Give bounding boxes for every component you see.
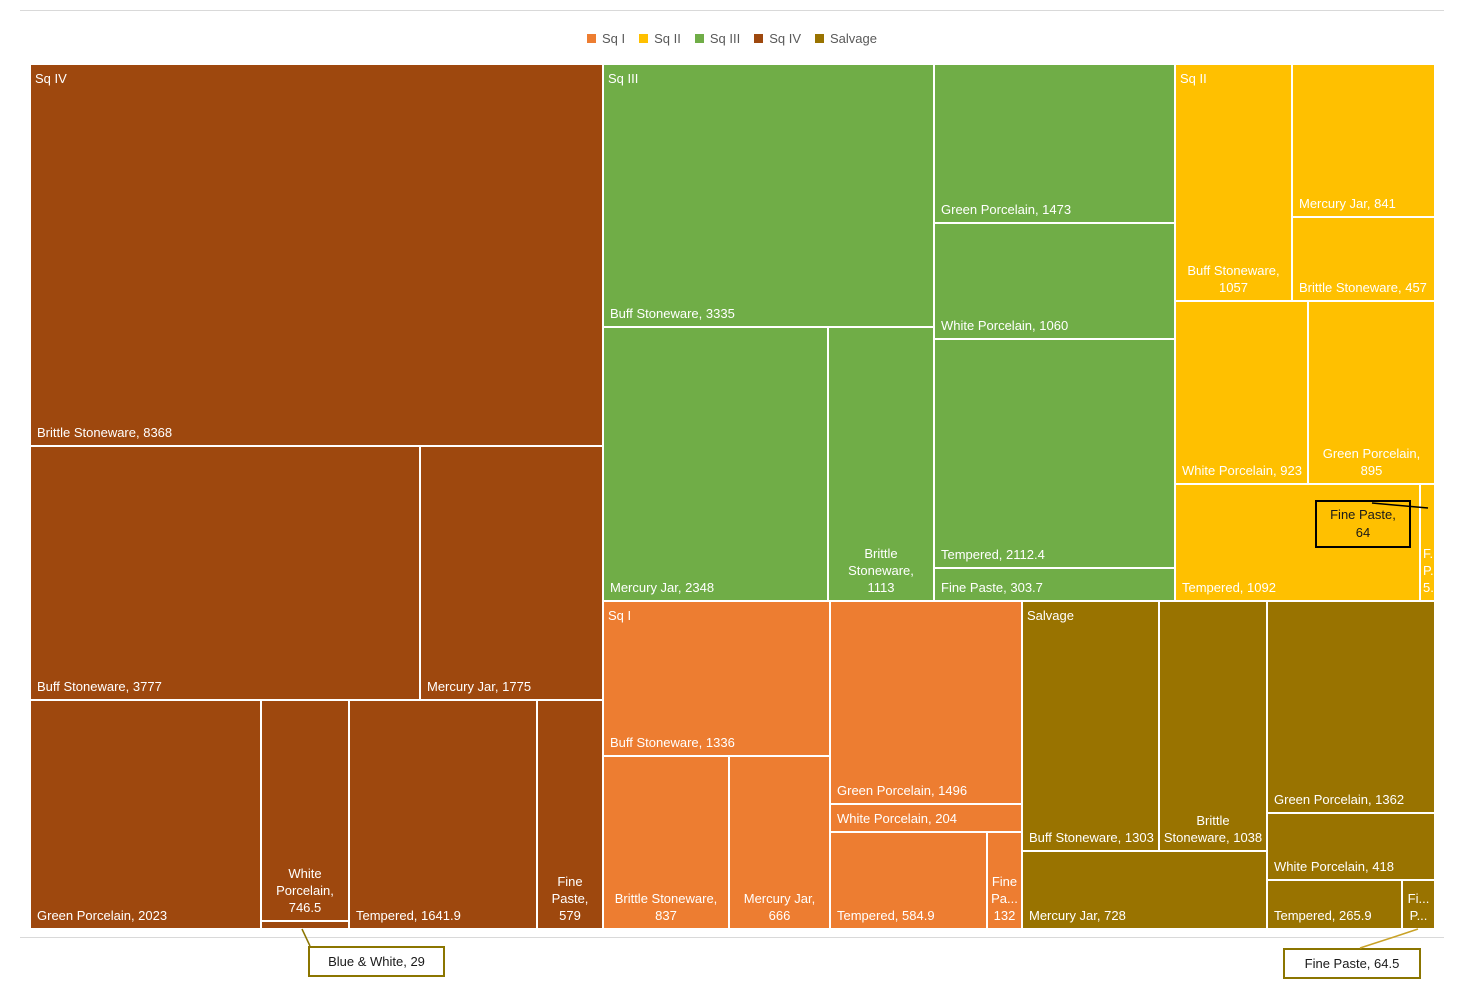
data-label: Brittle Stoneware, 457 (1299, 280, 1427, 295)
treemap-cell-sq-iv-blue-and-white[interactable] (261, 921, 349, 929)
data-label: White Porcelain, 418 (1274, 859, 1394, 874)
data-label: Fine Paste, 303.7 (941, 580, 1043, 595)
data-label: Brittle Stoneware, 837 (614, 891, 718, 923)
treemap-cell-sq-ii-tempered[interactable]: Tempered, 1092 (1175, 484, 1420, 601)
data-label: Mercury Jar, 841 (1299, 196, 1396, 211)
treemap-cell-sq-iv-green-porcelain[interactable]: Green Porcelain, 2023 (30, 700, 261, 929)
treemap-cell-sq-iv-mercury-jar[interactable]: Mercury Jar, 1775 (420, 446, 603, 700)
treemap-cell-sq-iii-fine-paste[interactable]: Fine Paste, 303.7 (934, 568, 1175, 601)
treemap-cell-sq-iii-white-porcelain[interactable]: White Porcelain, 1060 (934, 223, 1175, 339)
treemap-cell-sq-iv-brittle-stoneware[interactable]: Brittle Stoneware, 8368 (30, 64, 603, 446)
treemap-cell-sq-iii-mercury-jar[interactable]: Mercury Jar, 2348 (603, 327, 828, 601)
treemap-cell-sq-ii-brittle-stoneware[interactable]: Brittle Stoneware, 457 (1292, 217, 1435, 301)
legend-label: Sq II (654, 30, 681, 46)
legend-swatch (754, 33, 764, 43)
data-label: Buff Stoneware, 1057 (1187, 263, 1280, 295)
data-label: Mercury Jar, 2348 (610, 580, 715, 595)
legend-swatch (586, 33, 596, 43)
legend-item-sq-ii[interactable]: Sq II (639, 31, 681, 46)
treemap-cell-sq-i-green-porcelain[interactable]: Green Porcelain, 1496 (830, 601, 1022, 804)
legend-label: Salvage (830, 30, 877, 46)
data-label: Brittle Stoneware, 8368 (37, 425, 173, 440)
treemap-cell-sq-i-white-porcelain[interactable]: White Porcelain, 204 (830, 804, 1022, 832)
treemap-cell-sq-i-brittle-stoneware[interactable]: Brittle Stoneware, 837 (603, 756, 729, 929)
data-label: Brittle Stoneware, 1038 (1163, 813, 1263, 845)
treemap-cell-sq-i-mercury-jar[interactable]: Mercury Jar, 666 (729, 756, 830, 929)
data-label: Tempered, 1092 (1182, 580, 1276, 595)
data-label: Green Porcelain, 1496 (837, 783, 968, 798)
treemap-cell-salvage-tempered[interactable]: Tempered, 265.9 (1267, 880, 1402, 929)
treemap-cell-sq-iii-green-porcelain[interactable]: Green Porcelain, 1473 (934, 64, 1175, 223)
legend-item-sq-iii[interactable]: Sq III (694, 30, 741, 46)
treemap-cell-sq-iv-tempered[interactable]: Tempered, 1641.9 (349, 700, 537, 929)
legend-swatch (639, 33, 649, 43)
treemap-cell-sq-iii-tempered[interactable]: Tempered, 2112.4 (934, 339, 1175, 568)
callout-fine-paste-64-5: Fine Paste, 64.5 (1283, 948, 1421, 979)
data-label: Buff Stoneware, 3335 (610, 306, 735, 321)
treemap-cell-sq-i-fine-paste[interactable]: Fine Pa... 132 (987, 832, 1022, 929)
data-label: White Porcelain, 1060 (941, 318, 1069, 333)
data-label: Green Porcelain, 2023 (37, 908, 168, 923)
treemap-cell-sq-ii-f-p-5[interactable]: F...P...5... (1420, 484, 1435, 601)
legend-swatch (694, 33, 704, 43)
callout-text: Fine Paste, 64.5 (1304, 956, 1400, 971)
treemap-cell-sq-i-buff-stoneware[interactable]: Buff Stoneware, 1336 (603, 601, 830, 756)
treemap-cell-sq-iv-fine-paste[interactable]: Fine Paste, 579 (537, 700, 603, 929)
treemap-cell-salvage-mercury-jar[interactable]: Mercury Jar, 728 (1022, 851, 1267, 929)
callout-blue-and-white-29: Blue & White, 29 (308, 946, 445, 977)
data-label: Buff Stoneware, 1336 (610, 735, 735, 750)
legend: Sq I Sq II Sq III Sq IV Salvage (0, 28, 1464, 48)
treemap-cell-sq-ii-mercury-jar[interactable]: Mercury Jar, 841 (1292, 64, 1435, 217)
treemap-cell-salvage-white-porcelain[interactable]: White Porcelain, 418 (1267, 813, 1435, 880)
legend-item-sq-i[interactable]: Sq I (586, 30, 626, 46)
data-label: Tempered, 265.9 (1274, 908, 1372, 923)
legend-swatch (815, 33, 825, 43)
legend-label: Sq I (601, 30, 626, 46)
data-label: Mercury Jar, 666 (743, 891, 816, 923)
data-label: Buff Stoneware, 1303 (1029, 830, 1154, 845)
data-label: White Porcelain, 746.5 (276, 866, 334, 915)
legend-label: Sq IV (769, 30, 802, 46)
data-label: Green Porcelain, 1362 (1274, 792, 1405, 807)
data-label: Fine Pa... 132 (991, 874, 1018, 923)
data-label: Buff Stoneware, 3777 (37, 679, 162, 694)
treemap-cell-sq-iii-brittle-stoneware[interactable]: Brittle Stoneware, 1113 (828, 327, 934, 601)
data-label: Tempered, 1641.9 (356, 908, 461, 923)
callout-text: Blue & White, 29 (328, 954, 425, 969)
legend-item-salvage[interactable]: Salvage (815, 31, 877, 46)
data-label: White Porcelain, 204 (837, 811, 957, 826)
treemap-cell-sq-iii-buff-stoneware[interactable]: Buff Stoneware, 3335 (603, 64, 934, 327)
treemap-cell-sq-i-tempered[interactable]: Tempered, 584.9 (830, 832, 987, 929)
data-label: Green Porcelain, 1473 (941, 202, 1072, 217)
treemap-cell-salvage-green-porcelain[interactable]: Green Porcelain, 1362 (1267, 601, 1435, 813)
treemap-cell-sq-iv-buff-stoneware[interactable]: Buff Stoneware, 3777 (30, 446, 420, 700)
data-label: White Porcelain, 923 (1182, 463, 1302, 478)
data-label: Mercury Jar, 1775 (427, 679, 532, 694)
treemap-cell-sq-ii-green-porcelain[interactable]: Green Porcelain, 895 (1308, 301, 1435, 484)
data-label: Fine Paste, 579 (551, 874, 589, 923)
data-label: Fi... P... (1407, 891, 1430, 923)
data-label: F...P...5... (1423, 546, 1434, 595)
legend-label: Sq III (709, 30, 741, 46)
treemap-cell-salvage-buff-stoneware[interactable]: Buff Stoneware, 1303 (1022, 601, 1159, 851)
data-label: Brittle Stoneware, 1113 (848, 546, 914, 595)
treemap-cell-sq-iv-white-porcelain[interactable]: White Porcelain, 746.5 (261, 700, 349, 921)
data-label: Tempered, 584.9 (837, 908, 935, 923)
data-label: Tempered, 2112.4 (941, 547, 1045, 562)
treemap-cell-salvage-fine-paste[interactable]: Fi... P... (1402, 880, 1435, 929)
data-label: Green Porcelain, 895 (1322, 446, 1421, 478)
treemap-cell-salvage-brittle-stoneware[interactable]: Brittle Stoneware, 1038 (1159, 601, 1267, 851)
treemap-cell-sq-ii-buff-stoneware[interactable]: Buff Stoneware, 1057 (1175, 64, 1292, 301)
legend-item-sq-iv[interactable]: Sq IV (754, 31, 801, 46)
treemap-cell-sq-ii-white-porcelain[interactable]: White Porcelain, 923 (1175, 301, 1308, 484)
data-label: Mercury Jar, 728 (1029, 908, 1126, 923)
chart-frame (20, 10, 1444, 938)
